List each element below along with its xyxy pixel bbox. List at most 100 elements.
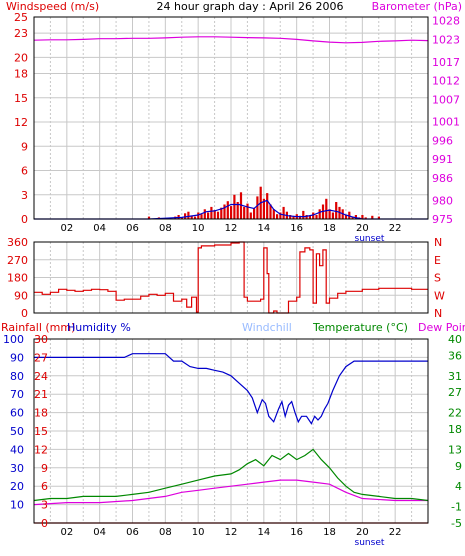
rainfall-tick-label: 30 xyxy=(34,333,48,346)
barometer-tick-label: 1001 xyxy=(432,116,460,129)
x-tick-label: 10 xyxy=(192,527,205,538)
direction-tick-label: 0 xyxy=(21,307,28,320)
windspeed-bar xyxy=(207,212,210,219)
windspeed-tick-label: 3 xyxy=(21,189,28,202)
rainfall-tick-label: 9 xyxy=(41,462,48,475)
x-tick-label: 14 xyxy=(257,223,270,234)
barometer-tick-label: 975 xyxy=(432,213,453,226)
rainfall-tick-label: 12 xyxy=(34,443,48,456)
barometer-axis-label: Barometer (hPa) xyxy=(372,0,462,13)
x-tick-label: 22 xyxy=(389,527,402,538)
windspeed-bar xyxy=(298,215,302,219)
humidity-tick-label: 80 xyxy=(10,370,24,383)
barometer-line xyxy=(33,36,429,44)
barometer-tick-label: 1017 xyxy=(432,56,460,69)
x-tick-label: 02 xyxy=(60,223,73,234)
temperature-tick-label: 9 xyxy=(455,460,462,473)
rainfall-tick-label: 15 xyxy=(34,425,48,438)
x-tick-label: 20 xyxy=(356,527,369,538)
windspeed-tick-label: 18 xyxy=(14,68,28,81)
temperature-tick-label: 13 xyxy=(448,443,462,456)
windspeed-tick-label: 0 xyxy=(21,213,28,226)
windspeed-bar xyxy=(312,212,315,219)
windspeed-bar xyxy=(190,215,193,219)
windspeed-bar xyxy=(243,206,246,219)
x-tick-label: 16 xyxy=(290,223,303,234)
humidity-tick-label: 100 xyxy=(3,333,24,346)
windspeed-bar xyxy=(253,208,256,219)
windspeed-bar xyxy=(147,216,151,219)
windspeed-bar xyxy=(308,215,311,219)
dewpoint-line xyxy=(33,479,428,506)
windspeed-bar xyxy=(269,204,272,219)
direction-tick-label: 270 xyxy=(7,254,28,267)
windspeed-bar xyxy=(236,202,239,219)
plot-frame xyxy=(33,241,429,314)
barometer-tick-label: 1007 xyxy=(432,93,460,106)
barometer-tick-label: 980 xyxy=(432,194,453,207)
x-tick-label: 08 xyxy=(159,223,172,234)
compass-label: E xyxy=(434,254,441,267)
plot-frame xyxy=(33,338,429,524)
windspeed-bar xyxy=(213,210,216,219)
windspeed-bar xyxy=(200,214,203,219)
windspeed-bar xyxy=(180,217,183,219)
windspeed-tick-label: 25 xyxy=(14,11,28,24)
humidity-tick-label: 70 xyxy=(10,388,24,401)
barometer-tick-label: 996 xyxy=(432,134,453,147)
x-tick-label: 10 xyxy=(192,223,205,234)
barometer-tick-label: 1012 xyxy=(432,75,460,88)
windspeed-bar xyxy=(292,216,295,219)
humidity-tick-label: 90 xyxy=(10,351,24,364)
x-tick-label: 06 xyxy=(126,223,139,234)
barometer-tick-label: 991 xyxy=(432,153,453,166)
windspeed-bar xyxy=(233,194,236,219)
windspeed-bar xyxy=(289,215,292,219)
temperature-tick-label: 18 xyxy=(448,423,462,436)
windspeed-bar xyxy=(184,213,187,219)
dewpoint-label: Dew Point xyxy=(418,321,465,334)
windspeed-bar xyxy=(272,209,275,219)
rainfall-tick-label: 18 xyxy=(34,407,48,420)
temperature-tick-label: 40 xyxy=(448,333,462,346)
rainfall-tick-label: 3 xyxy=(41,499,48,512)
windspeed-bar xyxy=(230,206,233,219)
compass-label: S xyxy=(434,272,441,285)
x-tick-label: 08 xyxy=(159,527,172,538)
humidity-tick-label: 60 xyxy=(10,407,24,420)
windspeed-tick-label: 20 xyxy=(14,51,28,64)
windspeed-bar xyxy=(279,212,282,219)
direction-tick-label: 360 xyxy=(7,236,28,249)
x-tick-label: 18 xyxy=(323,527,336,538)
humidity-tick-label: 10 xyxy=(10,499,24,512)
humidity-tick-label: 30 xyxy=(10,462,24,475)
sunset-label: sunset xyxy=(355,234,385,244)
windspeed-bar xyxy=(302,210,305,219)
temperature-line xyxy=(33,448,429,502)
windspeed-bar xyxy=(331,212,334,219)
rainfall-tick-label: 21 xyxy=(34,388,48,401)
windspeed-bar xyxy=(203,209,206,219)
rainfall-tick-label: 24 xyxy=(34,370,48,383)
windspeed-bar xyxy=(354,215,357,219)
windspeed-tick-label: 9 xyxy=(21,140,28,153)
windspeed-tick-label: 15 xyxy=(14,92,28,105)
windspeed-bar xyxy=(305,215,308,219)
windspeed-bar xyxy=(187,211,190,219)
barometer-tick-label: 986 xyxy=(432,172,453,185)
rainfall-tick-label: 27 xyxy=(34,351,48,364)
x-tick-label: 04 xyxy=(93,223,106,234)
direction-tick-label: 180 xyxy=(7,272,28,285)
humidity-axis-label: Humidity % xyxy=(67,321,131,334)
windspeed-bar xyxy=(216,211,220,219)
x-tick-label: 22 xyxy=(389,223,402,234)
windspeed-bar xyxy=(282,206,285,219)
barometer-tick-label: 1023 xyxy=(432,33,460,46)
windspeed-bar xyxy=(226,201,229,219)
windspeed-axis-label: Windspeed (m/s) xyxy=(6,0,99,13)
barometer-tick-label: 1028 xyxy=(432,15,460,28)
humidity-tick-label: 20 xyxy=(10,480,24,493)
rainfall-tick-label: 6 xyxy=(41,480,48,493)
windspeed-bar xyxy=(318,209,321,219)
temperature-tick-label: -1 xyxy=(451,501,462,514)
